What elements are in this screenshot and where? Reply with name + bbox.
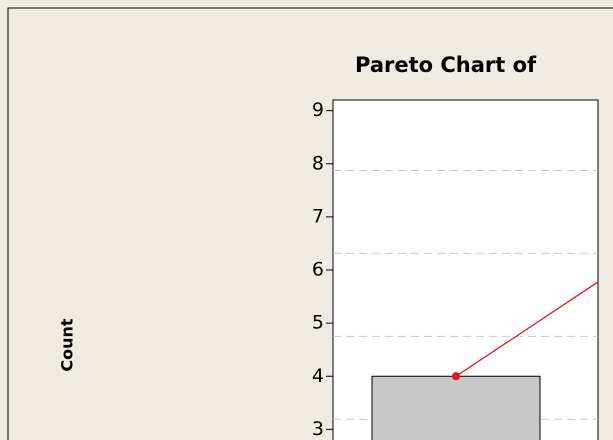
y-tick-label: 5 (312, 312, 324, 334)
cumulative-line (455, 281, 598, 377)
y-tick-label: 8 (312, 152, 324, 174)
y-tick-label: 3 (312, 418, 324, 440)
chart-title: Pareto Chart of (355, 53, 537, 77)
cumulative-point (452, 372, 460, 381)
y-tick-label: 6 (312, 259, 324, 281)
y-tick-label: 9 (312, 99, 324, 121)
y-tick-label: 7 (312, 205, 324, 227)
y-tick-label: 4 (312, 365, 324, 387)
marks (333, 169, 598, 440)
y-axis-label: Count (58, 318, 77, 372)
bar (371, 375, 541, 440)
